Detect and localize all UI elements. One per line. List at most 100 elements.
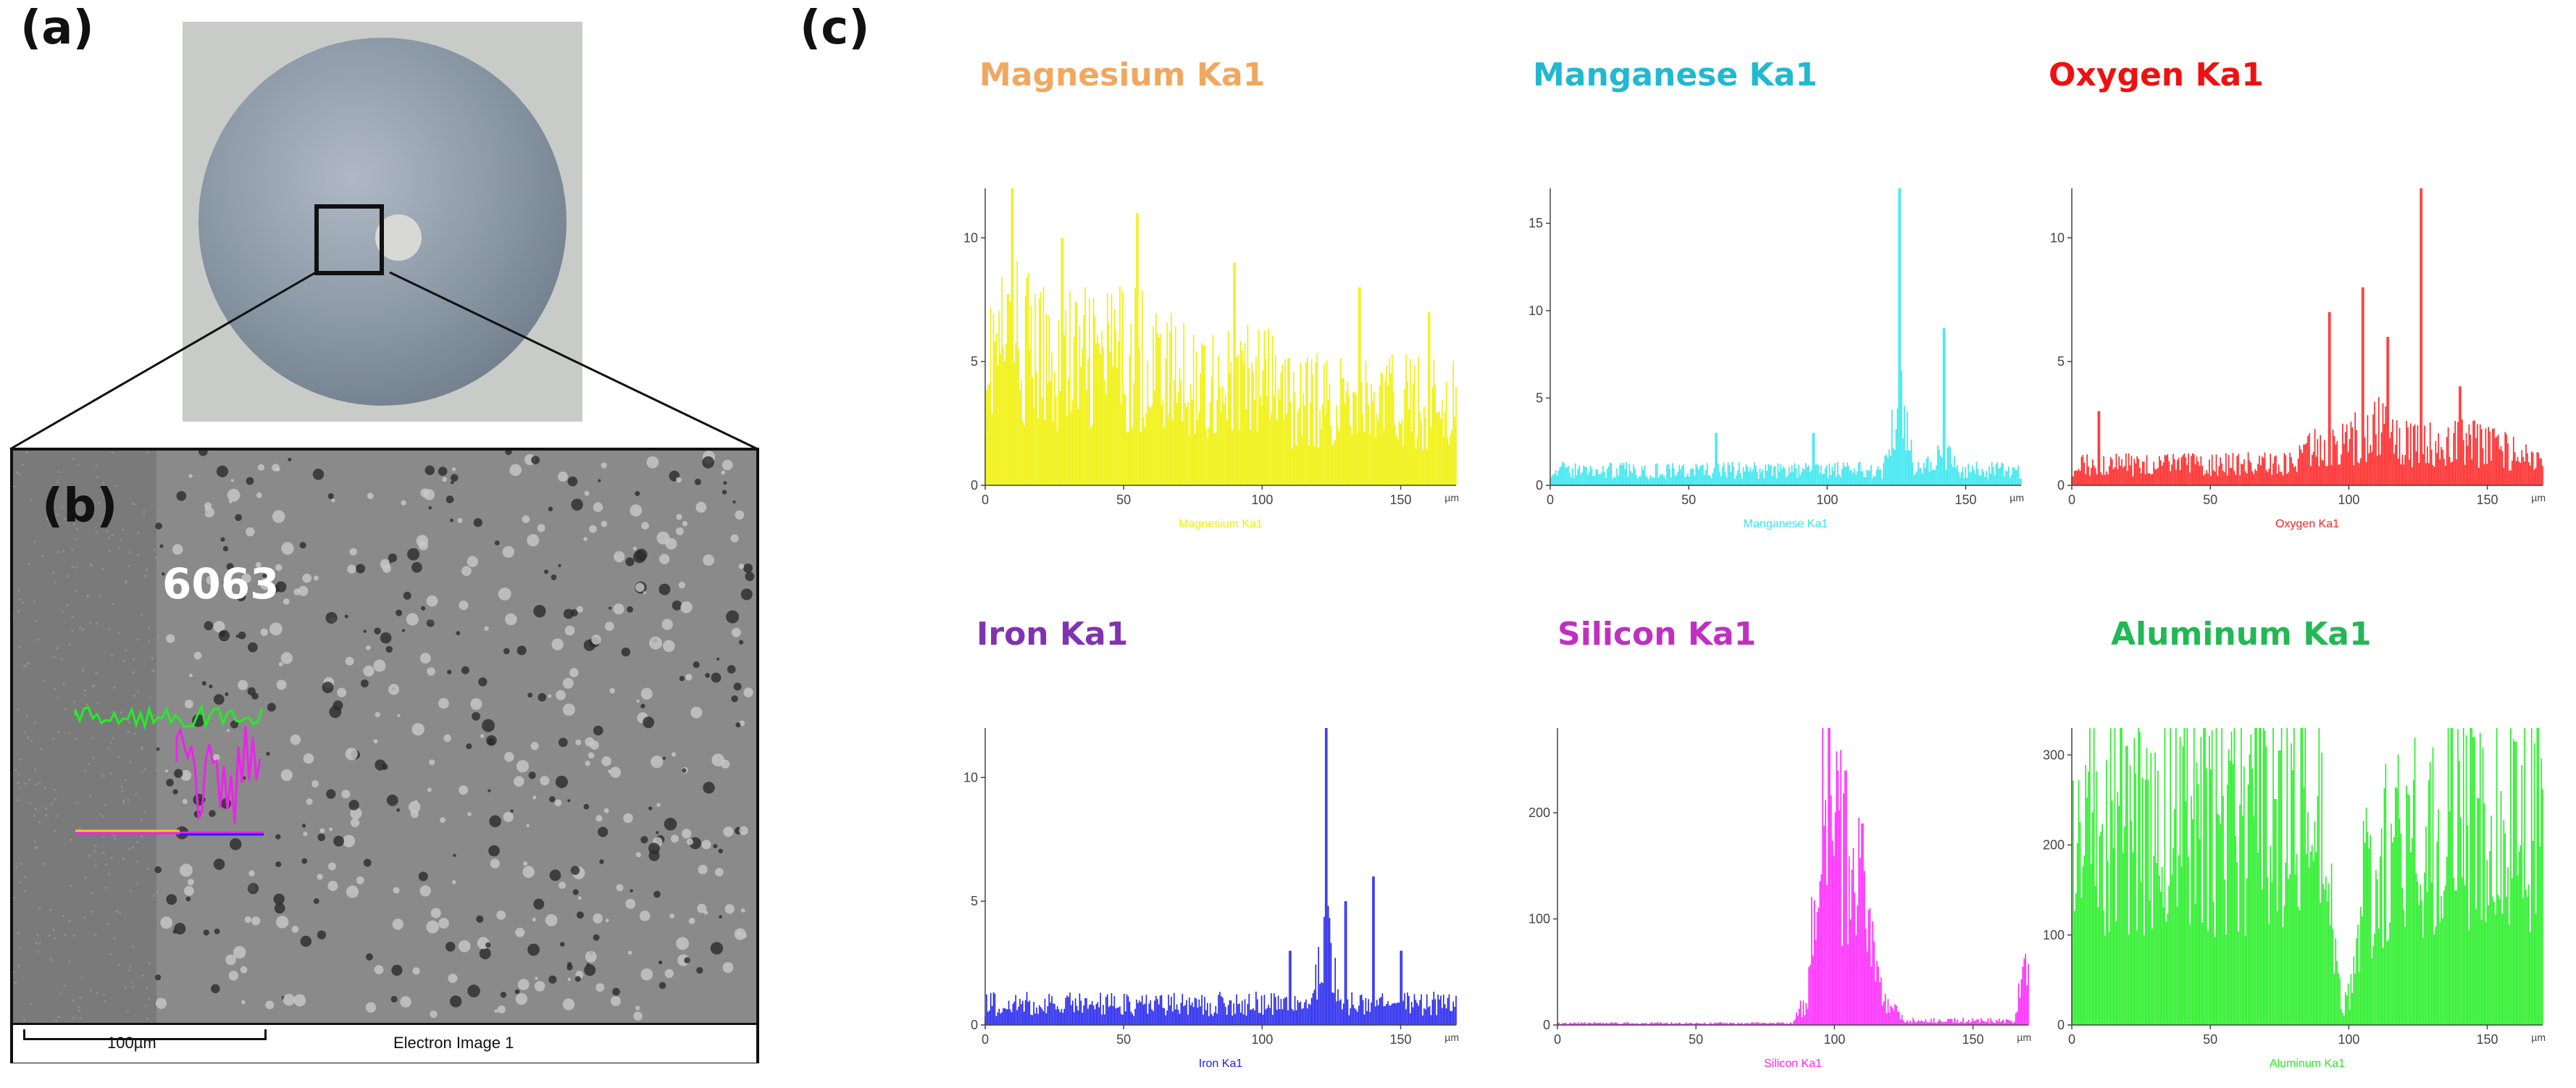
sem-pore — [154, 866, 162, 874]
y-tick-label: 5 — [971, 354, 978, 369]
sem-pore — [681, 829, 692, 839]
sem-grain — [91, 892, 93, 895]
sem-pore — [659, 553, 670, 565]
sem-image-panel: (b) 6063 100µm Electron Image 1 — [10, 448, 759, 1063]
sem-grain — [55, 815, 58, 818]
sem-pore — [302, 573, 312, 583]
sem-grain — [52, 737, 55, 740]
sem-grain — [84, 769, 87, 772]
sem-pore — [222, 579, 230, 586]
sample-photo — [183, 22, 582, 422]
sem-pore — [155, 974, 162, 981]
sem-pore — [275, 834, 281, 840]
sem-grain — [129, 965, 132, 968]
sem-pore — [449, 995, 462, 1008]
sem-pore — [723, 481, 727, 485]
sem-pore — [406, 613, 419, 626]
sem-grain — [66, 603, 69, 606]
sem-pore — [633, 1011, 643, 1021]
sem-grain — [33, 721, 36, 724]
sem-pore — [527, 943, 540, 956]
sem-grain — [17, 589, 20, 592]
sem-grain — [101, 567, 104, 570]
sem-grain — [68, 643, 71, 646]
sem-grain — [18, 645, 21, 648]
sem-pore — [473, 518, 482, 527]
sem-grain — [132, 658, 135, 661]
x-tick-label: 150 — [1962, 1032, 1984, 1047]
sem-pore — [732, 500, 736, 504]
sem-grain — [20, 758, 22, 761]
sem-pore — [714, 868, 724, 876]
sem-pore — [538, 692, 547, 702]
sem-pore — [662, 756, 666, 760]
sem-pore — [303, 753, 314, 764]
sem-pore — [490, 858, 500, 869]
sem-pore — [688, 918, 695, 924]
sem-pore — [313, 898, 319, 904]
sem-pore — [275, 564, 283, 572]
x-unit-label: µm — [2017, 1031, 2031, 1043]
sem-grain — [18, 472, 21, 475]
x-tick-label: 50 — [1116, 493, 1131, 507]
sem-pore — [711, 672, 722, 683]
sem-grain — [136, 841, 139, 844]
x-tick-label: 150 — [1390, 493, 1412, 507]
sem-grain — [78, 1005, 80, 1008]
sem-pore — [209, 810, 216, 817]
sem-pore — [646, 456, 659, 469]
sem-pore — [488, 845, 500, 857]
sem-grain — [66, 491, 69, 494]
sem-grain — [54, 1019, 57, 1022]
sem-pore — [664, 968, 674, 978]
sem-grain — [15, 471, 18, 474]
sem-pore — [260, 628, 269, 637]
sem-pore — [456, 631, 461, 635]
sem-grain — [120, 711, 122, 714]
sem-grain — [109, 741, 112, 744]
sem-grain — [24, 731, 27, 734]
sem-grain — [114, 485, 117, 487]
sem-grain — [89, 563, 92, 566]
x-tick-label: 150 — [2477, 493, 2498, 507]
sem-grain — [45, 813, 48, 816]
sem-pore — [267, 703, 276, 712]
sem-grain — [54, 687, 57, 690]
sem-grain — [132, 671, 135, 674]
sem-pore — [593, 725, 603, 736]
sem-pore — [363, 858, 372, 867]
sem-grain — [131, 981, 134, 984]
sem-pore — [696, 966, 703, 974]
sem-pore — [176, 490, 187, 501]
sem-grain — [72, 1016, 75, 1019]
x-unit-label: µm — [1444, 1031, 1459, 1043]
sem-pore — [373, 659, 386, 672]
sem-pore — [222, 545, 229, 552]
x-unit-label: µm — [2531, 492, 2546, 503]
sem-grain — [61, 658, 64, 661]
sample-disc — [198, 38, 566, 406]
sem-pore — [312, 469, 325, 480]
sem-pore — [280, 769, 293, 782]
sem-pore — [570, 608, 578, 617]
sem-pore — [593, 502, 603, 512]
sem-grain — [136, 553, 139, 556]
sem-pore — [374, 965, 384, 975]
sem-grain — [63, 984, 66, 987]
sem-pore — [367, 493, 374, 499]
sem-pore — [426, 920, 440, 934]
sem-grain — [151, 669, 154, 671]
sem-pore — [648, 806, 653, 811]
sem-pore — [621, 647, 631, 657]
sem-pore — [155, 997, 167, 1009]
sem-pore — [156, 747, 160, 751]
sem-pore — [630, 504, 643, 517]
sem-grain — [14, 982, 17, 984]
sem-pore — [500, 992, 507, 998]
sem-pore — [612, 987, 620, 996]
sem-pore — [605, 622, 614, 631]
sem-pore — [388, 684, 400, 695]
sem-pore — [741, 908, 745, 913]
sem-grain — [122, 858, 125, 861]
sem-pore — [548, 694, 552, 698]
